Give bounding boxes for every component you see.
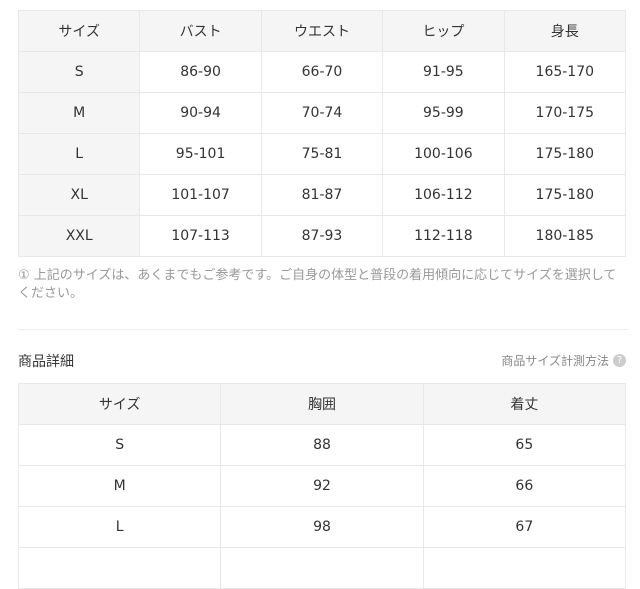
header-cell: ウエスト bbox=[260, 10, 384, 52]
table-cell: 86-90 bbox=[139, 51, 262, 93]
table-row: XXL 107-113 87-93 112-118 180-185 bbox=[17, 215, 627, 257]
table-cell: 66 bbox=[422, 465, 627, 507]
measure-method-link[interactable]: 商品サイズ計測方法? bbox=[501, 352, 626, 369]
table-cell: M bbox=[17, 465, 222, 507]
table-row: M 92 66 bbox=[17, 465, 627, 507]
header-cell: サイズ bbox=[17, 383, 222, 425]
table-cell: 175-180 bbox=[503, 174, 627, 216]
header-cell: 胸囲 bbox=[220, 383, 424, 425]
table-cell: 106-112 bbox=[382, 174, 505, 216]
table-cell: M bbox=[17, 92, 141, 134]
table-row: XL 101-107 81-87 106-112 175-180 bbox=[17, 174, 627, 216]
table-cell bbox=[17, 547, 222, 589]
table-cell: 95-99 bbox=[382, 92, 505, 134]
table-header-row: サイズ バスト ウエスト ヒップ 身長 bbox=[17, 10, 627, 52]
table-cell: 88 bbox=[220, 424, 424, 466]
measure-method-label[interactable]: 商品サイズ計測方法 bbox=[501, 354, 609, 368]
header-cell: ヒップ bbox=[382, 10, 505, 52]
section-title: 商品詳細 bbox=[18, 354, 74, 370]
table-row: S 86-90 66-70 91-95 165-170 bbox=[17, 51, 627, 93]
table-cell: 87-93 bbox=[260, 215, 384, 257]
table-cell: 98 bbox=[220, 506, 424, 548]
header-cell: バスト bbox=[139, 10, 262, 52]
size-note: ① 上記のサイズは、あくまでもご参考です。ご自身の体型と普段の着用傾向に応じてサ… bbox=[18, 267, 628, 303]
table-cell: 75-81 bbox=[260, 133, 384, 175]
table-cell: 91-95 bbox=[382, 51, 505, 93]
table-cell: S bbox=[17, 424, 222, 466]
table-row bbox=[17, 547, 627, 589]
table-cell: 170-175 bbox=[503, 92, 627, 134]
table-cell: 165-170 bbox=[503, 51, 627, 93]
header-cell: 身長 bbox=[503, 10, 627, 52]
table-cell: L bbox=[17, 506, 222, 548]
note-text: 上記のサイズは、あくまでもご参考です。ご自身の体型と普段の着用傾向に応じてサイズ… bbox=[18, 268, 617, 301]
table-row: L 98 67 bbox=[17, 506, 627, 548]
table-cell: 101-107 bbox=[139, 174, 262, 216]
table-row: M 90-94 70-74 95-99 170-175 bbox=[17, 92, 627, 134]
table-cell: 175-180 bbox=[503, 133, 627, 175]
table-cell: 81-87 bbox=[260, 174, 384, 216]
table-cell: L bbox=[17, 133, 141, 175]
table-cell: 70-74 bbox=[260, 92, 384, 134]
info-icon: ① bbox=[18, 268, 30, 283]
help-icon[interactable]: ? bbox=[613, 354, 626, 367]
table-cell: 180-185 bbox=[503, 215, 627, 257]
header-cell: サイズ bbox=[17, 10, 141, 52]
table-cell: 107-113 bbox=[139, 215, 262, 257]
table-cell bbox=[422, 547, 627, 589]
table-cell: XL bbox=[17, 174, 141, 216]
table-cell: S bbox=[17, 51, 141, 93]
table-cell: 66-70 bbox=[260, 51, 384, 93]
table-cell: 65 bbox=[422, 424, 627, 466]
header-cell: 着丈 bbox=[422, 383, 627, 425]
table-cell: 67 bbox=[422, 506, 627, 548]
divider bbox=[18, 329, 628, 330]
table-row: L 95-101 75-81 100-106 175-180 bbox=[17, 133, 627, 175]
table-cell: 112-118 bbox=[382, 215, 505, 257]
product-detail-table: サイズ 胸囲 着丈 S 88 65 M 92 66 L 98 67 bbox=[17, 383, 627, 589]
table-cell: 95-101 bbox=[139, 133, 262, 175]
table-cell: 100-106 bbox=[382, 133, 505, 175]
table-header-row: サイズ 胸囲 着丈 bbox=[17, 383, 627, 425]
table-cell: 92 bbox=[220, 465, 424, 507]
table-cell: XXL bbox=[17, 215, 141, 257]
table-row: S 88 65 bbox=[17, 424, 627, 466]
table-cell bbox=[220, 547, 424, 589]
table-cell: 90-94 bbox=[139, 92, 262, 134]
size-chart-table: サイズ バスト ウエスト ヒップ 身長 S 86-90 66-70 91-95 165-… bbox=[17, 10, 627, 257]
